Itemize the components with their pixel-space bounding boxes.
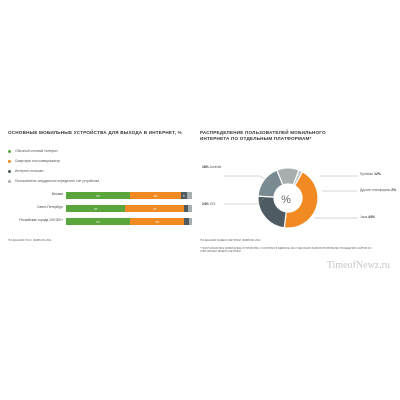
bar-track: 51 43: [66, 218, 192, 225]
label-symbian-name: Symbian: [360, 172, 374, 176]
device-chart-panel: ОСНОВНЫЕ МОБИЛЬНЫЕ УСТРОЙСТВА ДЛЯ ВЫХОДА…: [8, 130, 193, 260]
legend-item: Смартфон или коммуникатор: [8, 156, 99, 166]
bar-category-label: Москва: [51, 192, 63, 196]
legend-label: Пользователь затруднился определить тип …: [15, 179, 100, 183]
bar-track: 47 47: [66, 205, 192, 212]
bar-segment: 51: [66, 192, 131, 199]
label-android-pct: 18%: [202, 165, 209, 169]
donut-hole: [274, 184, 302, 212]
platform-chart-source: ПО ДАННЫМ ЯНДЕКС.МЕТРИКИ, ФЕВРАЛЬ 2011: [200, 239, 261, 242]
device-chart-legend: Обычный сотовый телефон Смартфон или ком…: [8, 146, 99, 186]
label-java-name: Java: [360, 215, 368, 219]
label-symbian-pct: 12%: [374, 172, 381, 176]
donut-chart: %: [224, 167, 358, 229]
label-java: Java 44%: [360, 215, 375, 219]
legend-item: Обычный сотовый телефон: [8, 146, 99, 156]
bar-segment: [186, 192, 192, 199]
platform-chart-panel: РАСПРЕДЕЛЕНИЕ ПОЛЬЗОВАТЕЛЕЙ МОБИЛЬНОГО И…: [200, 130, 396, 270]
bar-segment: 40: [130, 192, 181, 199]
label-ios-pct: 24%: [202, 202, 209, 206]
bar-category-label: Российские города 100 000+: [19, 218, 63, 222]
label-java-pct: 44%: [368, 215, 375, 219]
bar-segment: [184, 218, 190, 225]
donut-center-symbol: %: [281, 194, 291, 206]
legend-label: Смартфон или коммуникатор: [15, 159, 61, 163]
platform-chart-footnote: * ПОЛУЧАТЕЛИ ВСЕ МОБИЛЬНЫЕ УСТРОЙСТВА, С…: [200, 247, 372, 254]
bar-segment: 43: [130, 218, 185, 225]
bar-track: 51 40 5: [66, 192, 192, 199]
bar-segment: [188, 205, 192, 212]
bar-row: Москва 51 40 5: [8, 192, 193, 199]
legend-item: Пользователь затруднился определить тип …: [8, 176, 99, 186]
legend-swatch-gray: [8, 179, 11, 183]
platform-chart-title: РАСПРЕДЕЛЕНИЕ ПОЛЬЗОВАТЕЛЕЙ МОБИЛЬНОГО И…: [200, 130, 326, 141]
bar-segment: [184, 205, 189, 212]
bar-segment: 47: [125, 205, 185, 212]
bar-segment: [189, 218, 192, 225]
leader-line-ios: [224, 197, 265, 205]
legend-swatch-dark: [8, 169, 11, 173]
bar-row: Российские города 100 000+ 51 43: [8, 218, 193, 225]
bar-category-label: Санкт-Петербург: [37, 205, 63, 209]
device-chart-title: ОСНОВНЫЕ МОБИЛЬНЫЕ УСТРОЙСТВА ДЛЯ ВЫХОДА…: [8, 130, 182, 135]
label-other-pct: 2%: [391, 188, 397, 192]
leader-lines: [224, 175, 358, 219]
label-other-name: Другие платформы: [360, 188, 391, 192]
label-ios-name: iOS: [209, 202, 216, 206]
label-ios: 24% iOS: [202, 202, 215, 206]
legend-label: Обычный сотовый телефон: [15, 149, 58, 153]
donut-slices: [257, 167, 319, 229]
label-other: Другие платформы 2%: [360, 188, 396, 192]
watermark: TimeofNewz.ru: [326, 260, 390, 271]
leader-line-android: [224, 175, 271, 183]
legend-swatch-green: [8, 149, 11, 153]
legend-item: Интернет-планшет: [8, 166, 99, 176]
label-symbian: Symbian 12%: [360, 172, 381, 176]
bar-segment: 47: [66, 205, 126, 212]
legend-swatch-orange: [8, 159, 11, 163]
device-chart-source: ПО ДАННЫМ ГОСК, ФЕВРАЛЬ 2011: [8, 239, 52, 242]
bar-row: Санкт-Петербург 47 47: [8, 205, 193, 212]
label-android-name: Android: [209, 165, 222, 169]
bar-segment: 51: [66, 218, 131, 225]
legend-label: Интернет-планшет: [15, 169, 44, 173]
label-android: 18% Android: [202, 165, 221, 169]
bar-segment: 5: [180, 192, 187, 199]
